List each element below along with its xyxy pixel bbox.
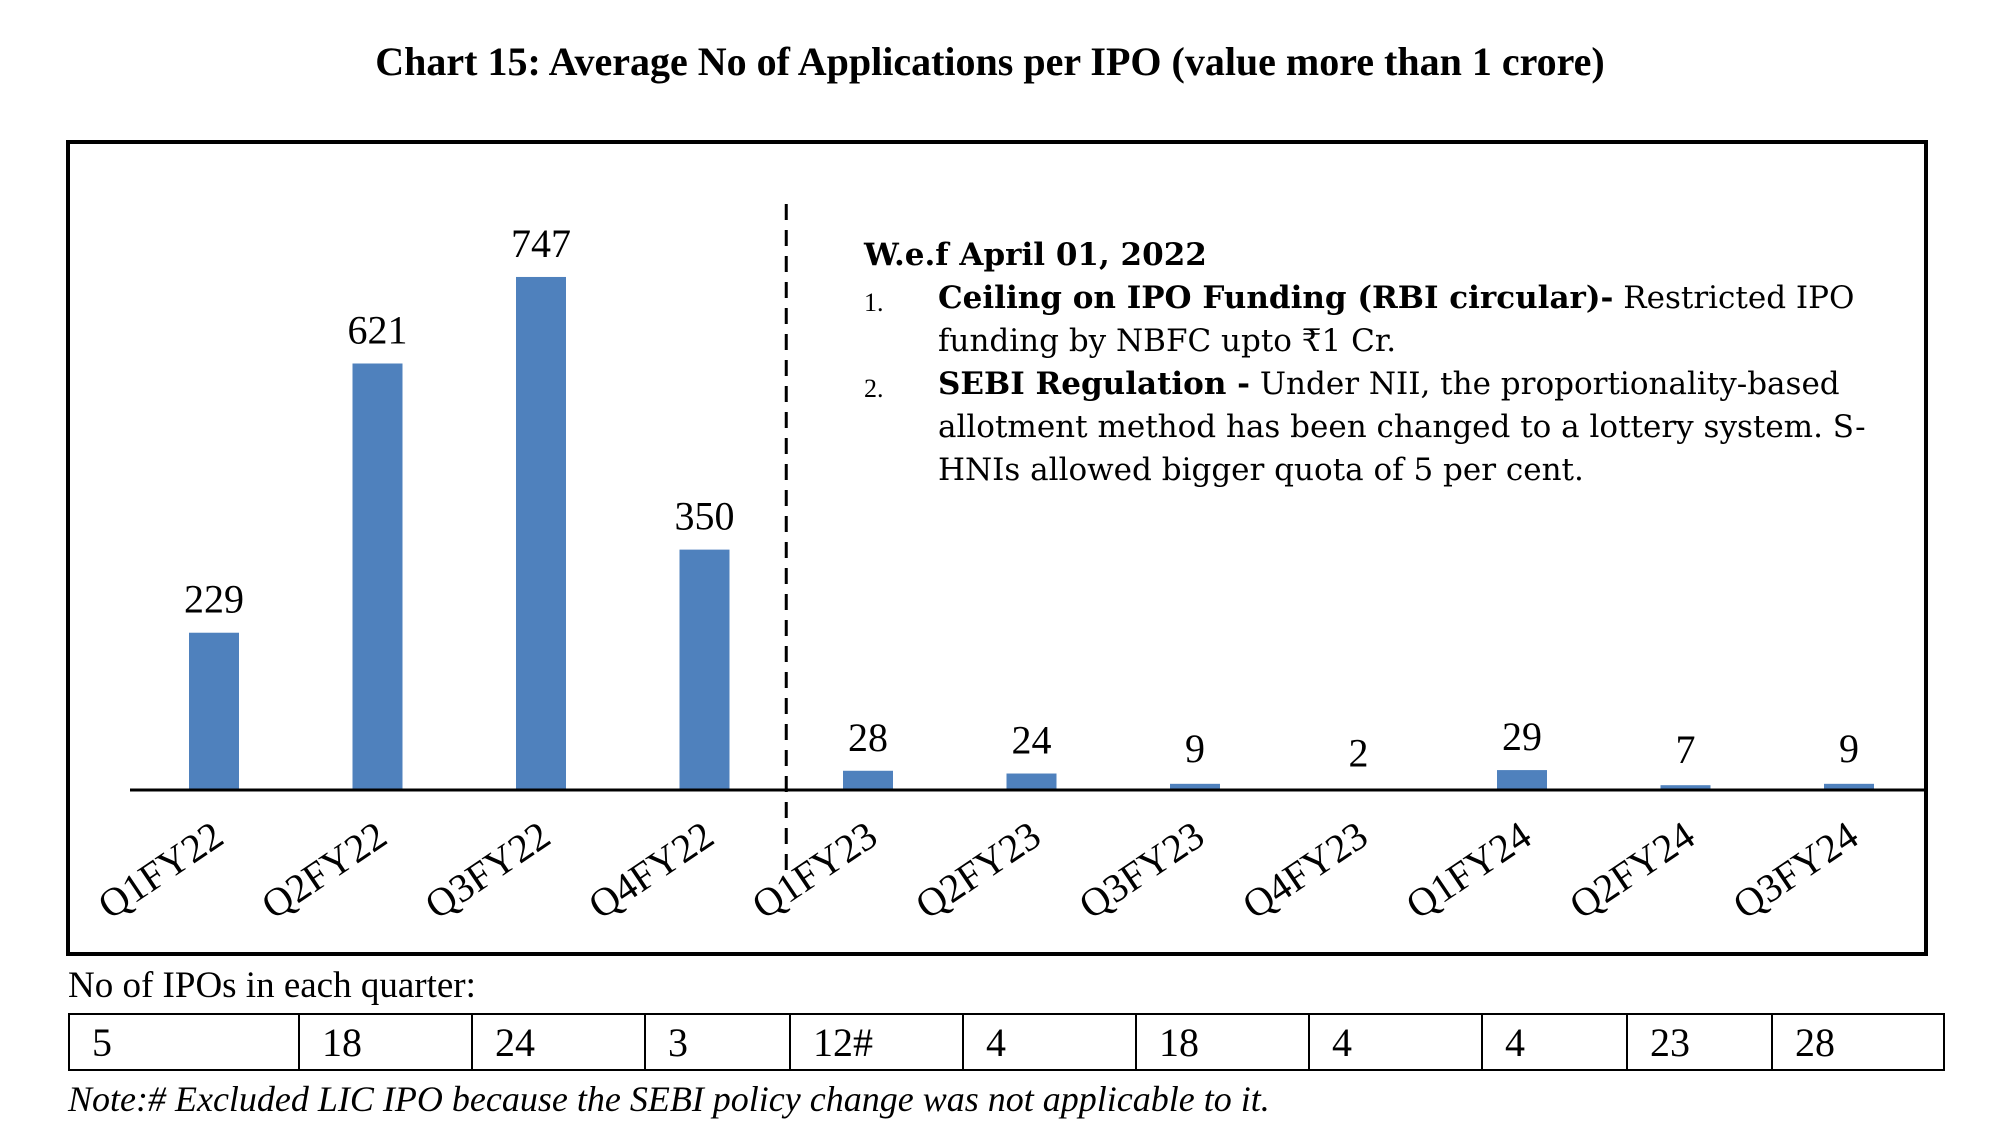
data-label-Q4FY22: 350	[675, 494, 735, 539]
data-label-Q3FY23: 9	[1185, 726, 1205, 771]
bar-Q2FY24	[1660, 785, 1711, 790]
annotation-item-bold: SEBI Regulation -	[938, 366, 1251, 402]
chart-frame: 229 621 747 350 28 24 9 2 29 7 9 Q1FY22 Q2FY22 Q3FY2…	[66, 140, 1928, 956]
annotation-item-number: 1.	[864, 288, 884, 317]
bar-Q2FY22	[352, 363, 403, 790]
table-row: 5 18 24 3 12# 4 18 4 4 23 28	[68, 1013, 1945, 1071]
data-label-Q1FY24: 29	[1502, 714, 1542, 759]
data-label-Q2FY23: 24	[1012, 718, 1052, 763]
annotation-item-text: Restricted IPO funding by NBFC upto ₹1 C…	[938, 280, 1855, 359]
annotation-item-2: 2. SEBI Regulation - Under NII, the prop…	[864, 363, 1894, 492]
bar-Q3FY22	[516, 276, 566, 790]
ipo-count-cell-Q1FY24: 4	[1481, 1013, 1628, 1071]
tick-label-Q3FY24: Q3FY24	[1725, 812, 1866, 928]
tick-label-Q2FY23: Q2FY23	[907, 812, 1048, 928]
bar-Q2FY23	[1006, 773, 1057, 790]
annotation-item-1: 1. Ceiling on IPO Funding (RBI circular)…	[864, 277, 1894, 363]
data-label-Q3FY24: 9	[1839, 726, 1859, 771]
tick-label-Q4FY23: Q4FY23	[1234, 812, 1375, 928]
ipo-count-cell-Q2FY22: 18	[298, 1013, 473, 1071]
tick-labels-group: Q1FY22 Q2FY22 Q3FY22 Q4FY22 Q1FY23 Q2FY23 Q3FY…	[90, 812, 1866, 928]
tick-label-Q4FY22: Q4FY22	[580, 812, 721, 928]
chart-title: Chart 15: Average No of Applications per…	[375, 39, 1605, 84]
ipo-count-table: 5 18 24 3 12# 4 18 4 4 23 28	[68, 1013, 1945, 1071]
ipo-count-cell-Q4FY22: 3	[644, 1013, 791, 1071]
ipo-count-cell-Q2FY23: 4	[962, 1013, 1137, 1071]
ipo-count-cell-Q3FY23: 18	[1135, 1013, 1310, 1071]
bar-Q1FY23	[843, 770, 893, 790]
bar-Q3FY23	[1170, 783, 1220, 790]
annotation-heading: W.e.f April 01, 2022	[864, 237, 1207, 273]
data-label-Q3FY22: 747	[511, 221, 571, 266]
tick-label-Q3FY23: Q3FY23	[1071, 812, 1212, 928]
tick-label-Q1FY22: Q1FY22	[90, 812, 231, 928]
bar-Q4FY22	[679, 549, 730, 790]
ipo-count-cell-Q1FY23: 12#	[789, 1013, 964, 1071]
annotation-item-number: 2.	[864, 374, 884, 403]
annotation-item-text: Under NII, the proportionality-based all…	[938, 366, 1866, 488]
ipo-count-cell-Q3FY22: 24	[471, 1013, 646, 1071]
bars-group	[189, 276, 1874, 790]
bar-Q1FY24	[1497, 770, 1547, 790]
ipo-count-cell-Q4FY23: 4	[1308, 1013, 1483, 1071]
data-label-Q4FY23: 2	[1349, 731, 1369, 776]
data-label-Q1FY22: 229	[184, 577, 244, 622]
data-label-Q2FY22: 621	[348, 307, 408, 352]
policy-annotation: W.e.f April 01, 2022 1. Ceiling on IPO F…	[864, 234, 1894, 492]
tick-label-Q2FY22: Q2FY22	[253, 812, 394, 928]
ipo-count-cell-Q3FY24: 28	[1771, 1013, 1945, 1071]
data-label-Q1FY23: 28	[848, 715, 888, 760]
tick-label-Q2FY24: Q2FY24	[1561, 812, 1702, 928]
ipo-count-cell-Q2FY24: 23	[1626, 1013, 1773, 1071]
ipo-count-caption: No of IPOs in each quarter:	[68, 965, 476, 1006]
tick-label-Q1FY24: Q1FY24	[1398, 812, 1539, 928]
bar-Q3FY24	[1824, 783, 1874, 790]
data-label-Q2FY24: 7	[1676, 727, 1696, 772]
tick-label-Q3FY22: Q3FY22	[417, 812, 558, 928]
ipo-count-cell-Q1FY22: 5	[68, 1013, 300, 1071]
footnote: Note:# Excluded LIC IPO because the SEBI…	[68, 1079, 1270, 1119]
annotation-item-bold: Ceiling on IPO Funding (RBI circular)-	[938, 280, 1614, 316]
bar-Q1FY22	[189, 632, 239, 790]
tick-label-Q1FY23: Q1FY23	[744, 812, 885, 928]
